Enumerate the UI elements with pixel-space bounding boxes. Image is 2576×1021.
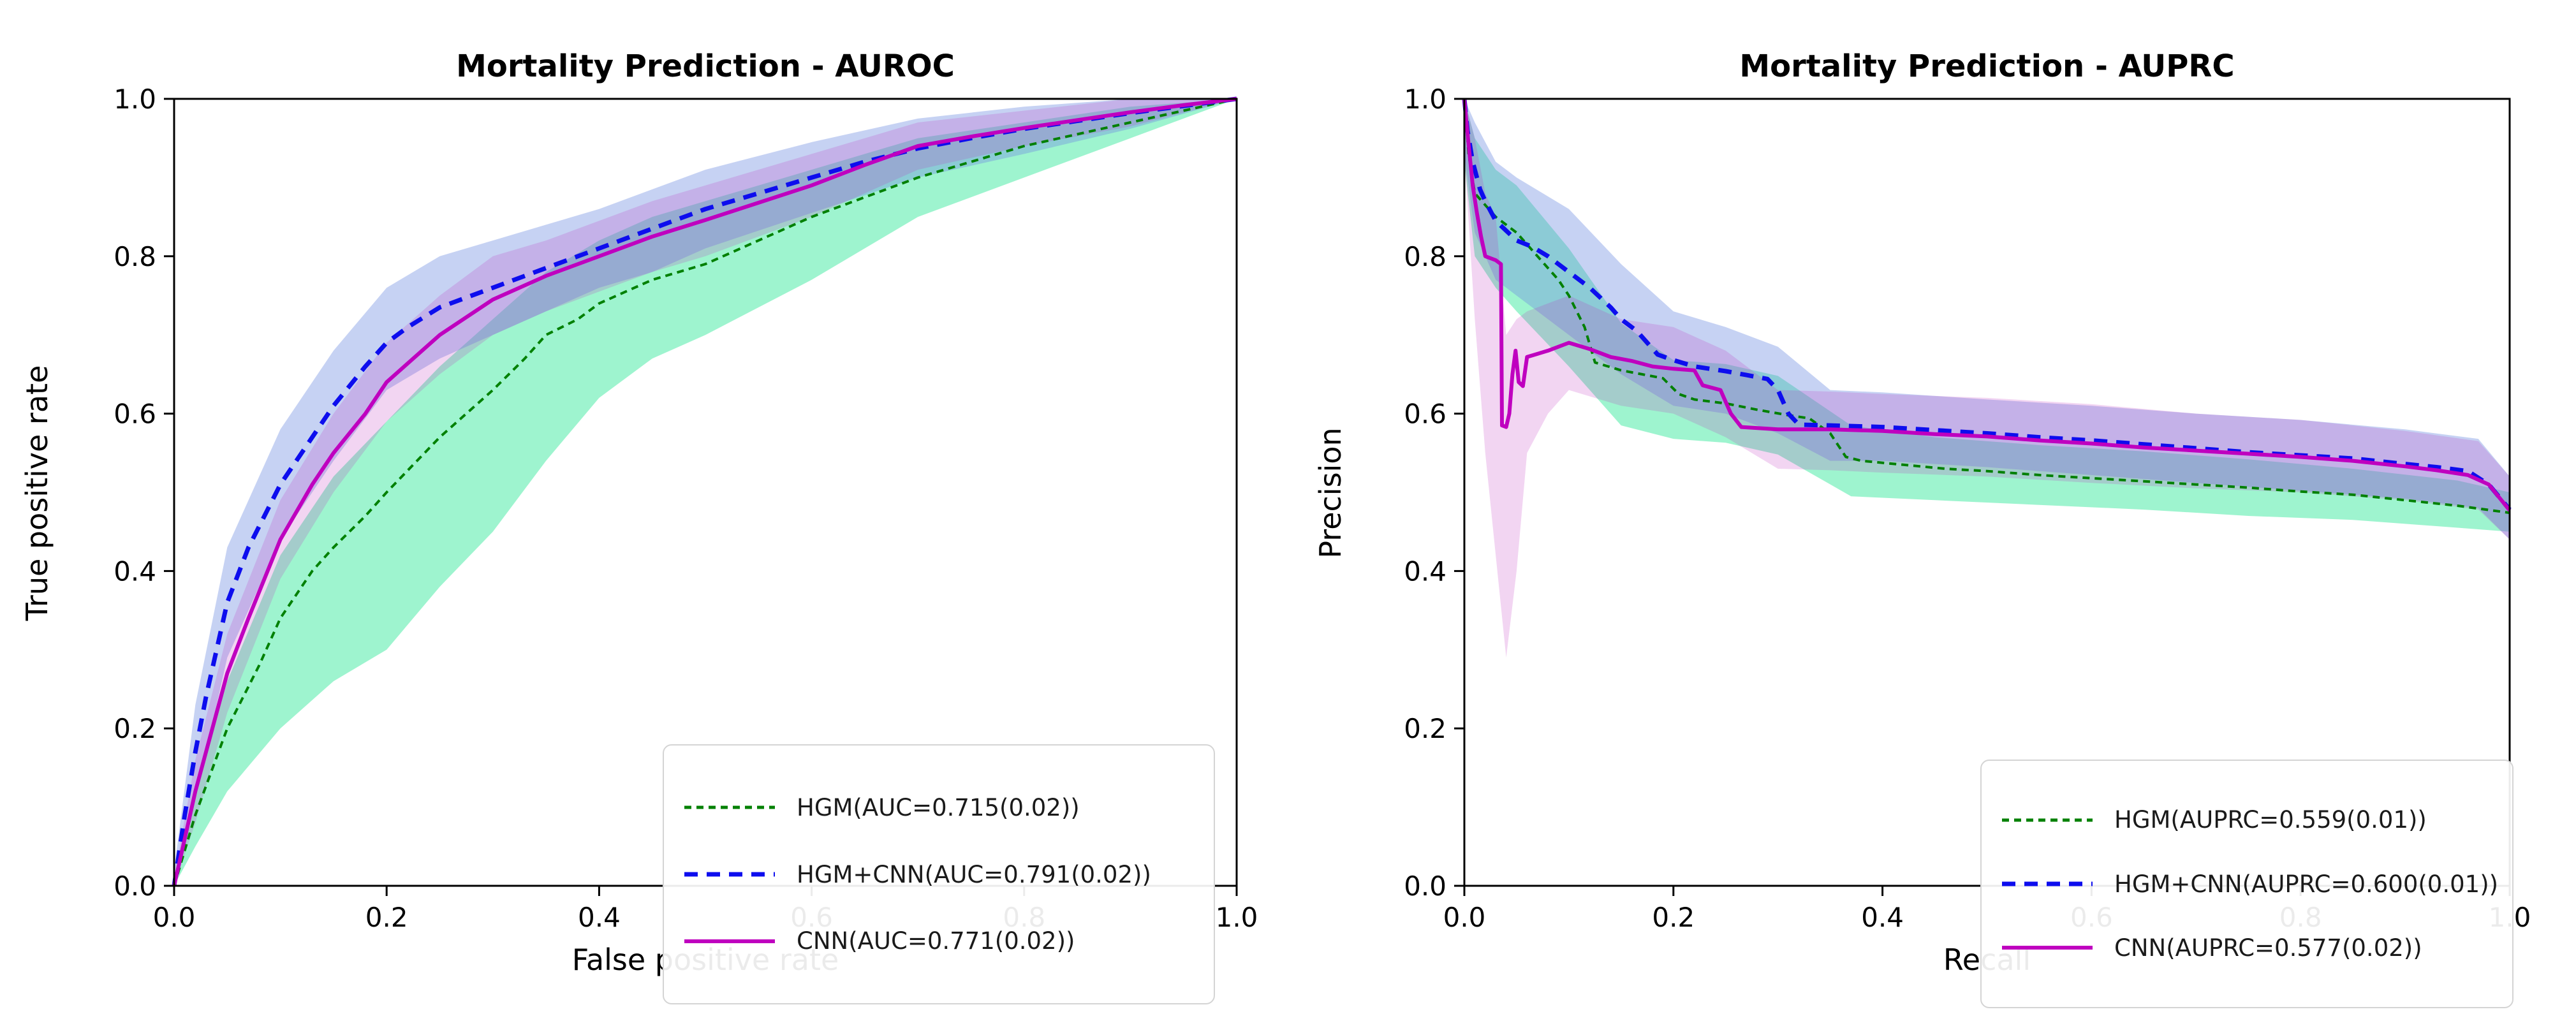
auroc-ylabel: True positive rate (20, 365, 54, 621)
x-tick-label: 0.0 (1443, 902, 1486, 933)
y-tick-label: 0.4 (1404, 555, 1446, 587)
auprc-legend: HGM(AUPRC=0.559(0.01)) HGM+CNN(AUPRC=0.60… (1980, 760, 2513, 1008)
hgm-cnn-confidence-band (1464, 99, 2510, 540)
legend-entry: HGM+CNN(AUC=0.791(0.02)) (682, 861, 1196, 888)
y-tick-label: 0.2 (1404, 713, 1446, 744)
auroc-title: Mortality Prediction - AUROC (456, 48, 955, 84)
legend-entry: HGM(AUC=0.715(0.02)) (682, 794, 1196, 821)
legend-line-sample (684, 939, 775, 943)
legend-label: HGM(AUC=0.715(0.02)) (797, 793, 1080, 821)
cnn-confidence-band (174, 99, 1237, 886)
auprc-title: Mortality Prediction - AUPRC (1739, 48, 2235, 84)
legend-line-sample (684, 805, 775, 809)
x-tick-label: 0.2 (365, 902, 408, 933)
y-tick-label: 1.0 (114, 84, 156, 115)
y-tick-label: 0.6 (114, 399, 156, 430)
auprc-ylabel: Precision (1313, 427, 1348, 559)
y-tick-label: 0.4 (114, 555, 156, 587)
x-tick-label: 0.2 (1652, 902, 1695, 933)
hgm-curve (1463, 98, 2510, 515)
legend-label: HGM+CNN(AUC=0.791(0.02)) (797, 860, 1151, 888)
y-tick-label: 0.0 (1404, 870, 1446, 902)
y-tick-label: 1.0 (1404, 84, 1446, 115)
legend-label: CNN(AUPRC=0.577(0.02)) (2114, 934, 2422, 962)
hgm-cnn-curve (172, 96, 1237, 886)
legend-line-sample (684, 872, 775, 877)
legend-label: CNN(AUC=0.771(0.02)) (797, 927, 1075, 955)
x-tick-label: 1.0 (1216, 902, 1258, 933)
x-tick-label: 0.4 (578, 902, 621, 933)
hgm-cnn-confidence-band (174, 99, 1237, 886)
y-tick-label: 0.6 (1404, 399, 1446, 430)
y-tick-label: 0.8 (114, 241, 156, 272)
legend-line-sample (2002, 946, 2093, 950)
x-tick-label: 0.4 (1861, 902, 1904, 933)
auroc-legend: HGM(AUC=0.715(0.02)) HGM+CNN(AUC=0.791(0.… (663, 744, 1215, 1004)
legend-entry: HGM(AUPRC=0.559(0.01)) (1999, 806, 2494, 834)
cnn-curve (172, 97, 1237, 886)
legend-entry: CNN(AUC=0.771(0.02)) (682, 927, 1196, 955)
y-tick-label: 0.2 (114, 713, 156, 744)
legend-label: HGM+CNN(AUPRC=0.600(0.01)) (2114, 870, 2499, 898)
y-tick-label: 0.8 (1404, 241, 1446, 272)
legend-line-sample (2002, 881, 2093, 886)
legend-line-sample (2002, 818, 2093, 822)
x-tick-label: 0.0 (153, 902, 196, 933)
cnn-confidence-band (1464, 99, 2510, 658)
legend-label: HGM(AUPRC=0.559(0.01)) (2114, 806, 2427, 834)
legend-entry: CNN(AUPRC=0.577(0.02)) (1999, 934, 2494, 962)
hgm-curve (173, 98, 1237, 886)
hgm-confidence-band (1464, 99, 2510, 532)
legend-entry: HGM+CNN(AUPRC=0.600(0.01)) (1999, 870, 2498, 898)
cnn-curve (1462, 98, 2512, 512)
y-tick-label: 0.0 (114, 870, 156, 902)
